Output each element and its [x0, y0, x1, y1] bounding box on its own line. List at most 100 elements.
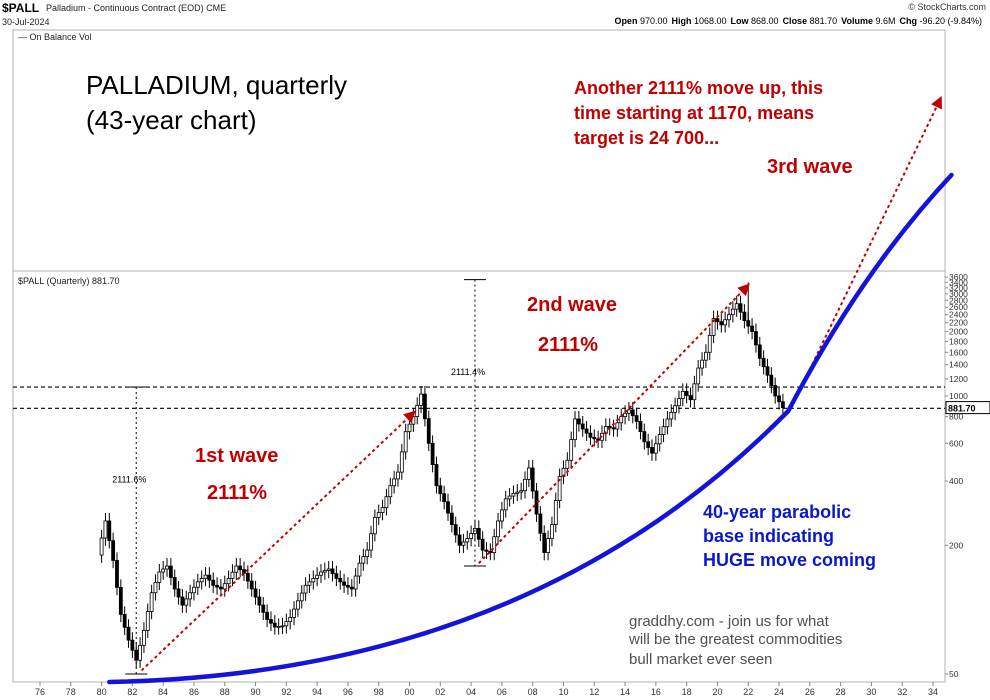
- price-candle: [242, 569, 246, 574]
- price-candle: [415, 404, 420, 418]
- x-tick-label: 86: [189, 687, 199, 697]
- y-tick-label: 1600: [949, 347, 968, 357]
- price-candle: [392, 478, 397, 487]
- price-candle: [303, 584, 308, 594]
- price-candle: [107, 520, 112, 542]
- price-candle: [588, 432, 593, 438]
- price-candle: [134, 649, 139, 661]
- y-tick-label: 2000: [949, 327, 968, 337]
- price-candle: [719, 321, 724, 326]
- parabolic-base: [107, 172, 954, 685]
- price-candle: [353, 575, 358, 590]
- y-tick-label: 1800: [949, 336, 968, 346]
- price-candle: [642, 431, 647, 443]
- price-candle: [499, 509, 504, 522]
- x-tick-label: 32: [897, 687, 907, 697]
- price-candle: [338, 578, 343, 583]
- price-candle: [734, 303, 739, 310]
- price-candle: [207, 574, 212, 581]
- price-candle: [138, 644, 142, 661]
- price-candle: [546, 538, 550, 553]
- price-candle: [438, 485, 443, 495]
- third-wave-label: 3rd wave: [767, 156, 853, 178]
- x-tick-label: 88: [220, 687, 230, 697]
- wave-arrow: [478, 283, 750, 564]
- price-candle: [215, 584, 219, 588]
- parabolic-note-line-3: HUGE move coming: [703, 550, 876, 570]
- price-candle: [476, 527, 481, 540]
- price-candle: [369, 533, 373, 551]
- price-candle: [315, 574, 320, 579]
- promo-line-2: will be the greatest commodities: [628, 631, 842, 648]
- price-candle: [295, 600, 300, 610]
- price-candle: [711, 318, 716, 336]
- x-axis: 76 78 80 82 84 86 88 90 92 94 96 98 00 02 04 06 08 10 12 14…: [35, 682, 938, 697]
- price-candle: [650, 447, 654, 454]
- price-candle: [161, 568, 166, 573]
- price-candle: [692, 383, 697, 401]
- price-candle: [157, 571, 162, 583]
- price-candle: [111, 540, 116, 561]
- ohlc-label: Volume: [841, 16, 876, 26]
- price-candle: [769, 374, 774, 386]
- measured-move-label: 2111.4%: [451, 367, 485, 377]
- price-candle: [411, 416, 416, 425]
- chart-date: 30-Jul-2024: [2, 17, 50, 27]
- price-candle: [357, 562, 362, 577]
- price-candle: [465, 538, 470, 543]
- x-tick-label: 02: [435, 687, 445, 697]
- price-candle: [680, 390, 685, 399]
- price-candle: [446, 501, 450, 514]
- y-tick-label: 600: [949, 438, 963, 448]
- price-candle: [657, 434, 662, 445]
- horizontal-levels: [13, 386, 945, 409]
- price-candle: [480, 538, 485, 551]
- x-tick-label: 80: [97, 687, 107, 697]
- price-candle: [346, 584, 350, 588]
- price-candle: [780, 401, 785, 408]
- third-wave-note-line-2: time starting at 1170, means: [574, 103, 814, 123]
- price-candle: [742, 311, 747, 322]
- price-candle: [653, 443, 658, 454]
- price-candle: [407, 423, 412, 433]
- price-candle: [449, 512, 454, 525]
- price-candle: [307, 581, 312, 586]
- promo-line-3: bull market ever seen: [629, 651, 772, 668]
- price-candle: [488, 550, 493, 553]
- price-candle: [288, 616, 293, 623]
- price-candle: [280, 625, 285, 628]
- x-tick-label: 96: [343, 687, 353, 697]
- x-tick-label: 20: [712, 687, 722, 697]
- price-candle: [195, 581, 200, 588]
- price-candle: [576, 418, 581, 425]
- price-candle: [738, 303, 743, 313]
- y-tick-label: 1400: [949, 360, 968, 370]
- price-candle: [388, 485, 393, 498]
- price-candle: [403, 431, 408, 453]
- price-candle: [265, 611, 269, 620]
- price-candle: [715, 318, 720, 323]
- price-candle: [299, 592, 304, 602]
- x-tick-label: 12: [589, 687, 599, 697]
- price-candle: [619, 416, 624, 424]
- x-tick-label: 08: [528, 687, 538, 697]
- price-candle: [646, 441, 651, 448]
- price-candle: [222, 583, 227, 590]
- price-candle: [180, 596, 185, 606]
- ohlc-value: 1068.00: [693, 16, 727, 26]
- price-candle: [99, 537, 104, 556]
- price-candle: [700, 359, 704, 369]
- price-candle: [696, 367, 701, 385]
- price-candle: [492, 536, 497, 553]
- price-candle: [168, 565, 173, 578]
- price-candle: [611, 427, 616, 430]
- price-candle: [245, 572, 250, 582]
- obv-panel: [12, 29, 946, 272]
- price-candle: [399, 451, 404, 473]
- price-candle: [496, 520, 500, 538]
- price-candle: [592, 436, 597, 440]
- second-wave-pct: 2111%: [538, 334, 598, 356]
- price-candle: [384, 496, 389, 509]
- x-tick-label: 22: [743, 687, 753, 697]
